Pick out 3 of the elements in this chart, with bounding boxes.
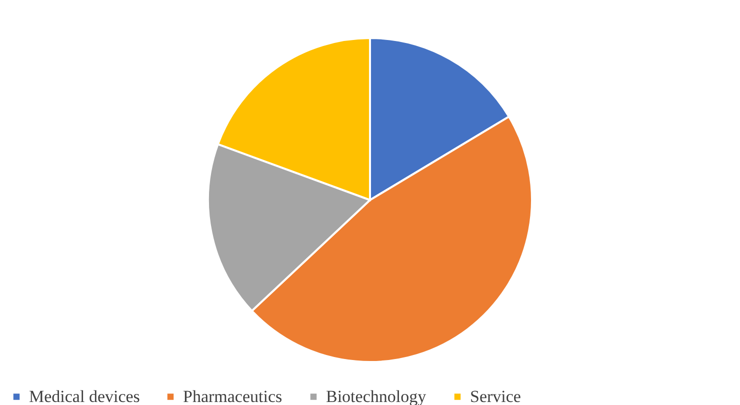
legend-label: Medical devices <box>29 386 140 405</box>
legend-label: Pharmaceutics <box>183 386 282 405</box>
legend-label: Service <box>470 386 521 405</box>
